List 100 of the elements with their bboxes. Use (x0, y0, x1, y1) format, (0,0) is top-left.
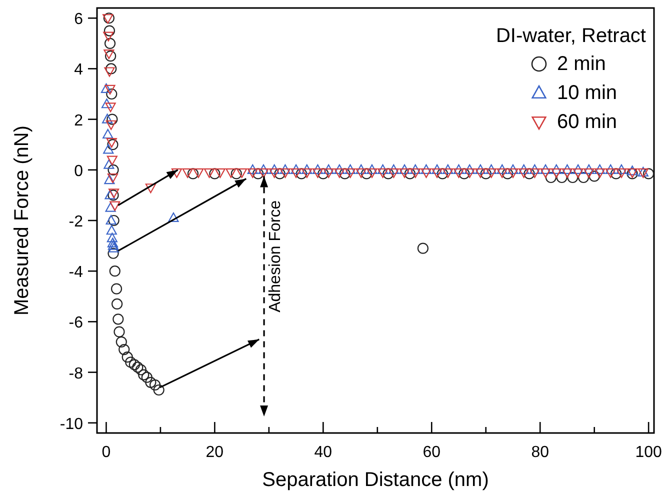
point (588, 170, 600, 182)
point (103, 32, 114, 42)
point (102, 128, 114, 139)
point (562, 168, 573, 178)
point (562, 164, 573, 174)
point (280, 168, 290, 178)
point (605, 168, 616, 178)
point (318, 168, 329, 180)
legend-label: 10 min (557, 82, 618, 104)
point (112, 298, 123, 310)
point (545, 172, 556, 184)
point (269, 168, 280, 178)
point (502, 168, 514, 180)
point (122, 352, 133, 363)
point (518, 164, 530, 174)
point (107, 238, 118, 248)
point (399, 164, 410, 174)
point (323, 164, 334, 174)
point (496, 164, 508, 174)
point (540, 168, 551, 178)
point (280, 164, 290, 174)
point (105, 102, 116, 112)
point (106, 63, 117, 74)
point (138, 369, 150, 380)
point (274, 168, 286, 180)
point (556, 172, 568, 184)
point (171, 168, 182, 178)
point (404, 168, 416, 180)
point (105, 202, 116, 212)
point (540, 164, 551, 174)
point (610, 168, 622, 180)
point (524, 168, 535, 180)
point (132, 362, 144, 373)
legend-label: 2 min (557, 53, 606, 75)
point (616, 168, 627, 178)
point (106, 156, 118, 166)
point (236, 168, 248, 178)
point (269, 164, 280, 174)
point (112, 314, 124, 325)
y-tick-label: 4 (74, 62, 84, 79)
point (145, 184, 156, 194)
y-tick-label: 2 (74, 112, 84, 130)
point (247, 164, 258, 174)
point (551, 168, 562, 178)
point (480, 168, 492, 180)
point (323, 168, 334, 178)
point (106, 120, 116, 130)
point (627, 166, 638, 176)
point (104, 84, 116, 94)
point (128, 359, 140, 370)
point (118, 344, 130, 356)
point (334, 168, 345, 178)
point (432, 168, 442, 178)
point (302, 164, 312, 174)
point (382, 168, 394, 180)
point (356, 164, 366, 174)
point (104, 190, 116, 200)
point (572, 168, 584, 178)
y-tick-label: -2 (68, 214, 84, 230)
point (106, 88, 118, 100)
point (464, 168, 475, 178)
point (388, 164, 399, 174)
point (108, 242, 120, 252)
point (567, 172, 578, 184)
point (458, 168, 470, 180)
point (104, 67, 115, 77)
point (252, 168, 264, 180)
point (290, 164, 302, 174)
point (584, 168, 594, 178)
point (182, 168, 193, 178)
point (420, 168, 432, 178)
legend-label: 60 min (557, 111, 618, 133)
point (230, 168, 242, 180)
point (110, 201, 120, 211)
x-tick-label: 80 (531, 444, 550, 461)
point (108, 214, 120, 226)
point (366, 168, 378, 178)
point (508, 164, 518, 174)
point (344, 164, 356, 174)
point (100, 83, 112, 93)
point (410, 164, 421, 174)
point (109, 266, 120, 277)
point (453, 164, 464, 174)
point (114, 326, 125, 338)
y-tick-label: -10 (60, 416, 84, 433)
point (356, 168, 366, 178)
point (187, 168, 199, 180)
point (366, 164, 378, 174)
point (168, 212, 179, 222)
point (518, 168, 530, 178)
point (107, 173, 118, 184)
y-tick-label: -8 (68, 365, 84, 382)
point (116, 336, 127, 348)
point (226, 168, 236, 178)
point (258, 168, 269, 178)
point (334, 164, 345, 174)
point (572, 164, 584, 174)
point (616, 164, 627, 174)
point (417, 242, 429, 254)
point (209, 168, 220, 180)
